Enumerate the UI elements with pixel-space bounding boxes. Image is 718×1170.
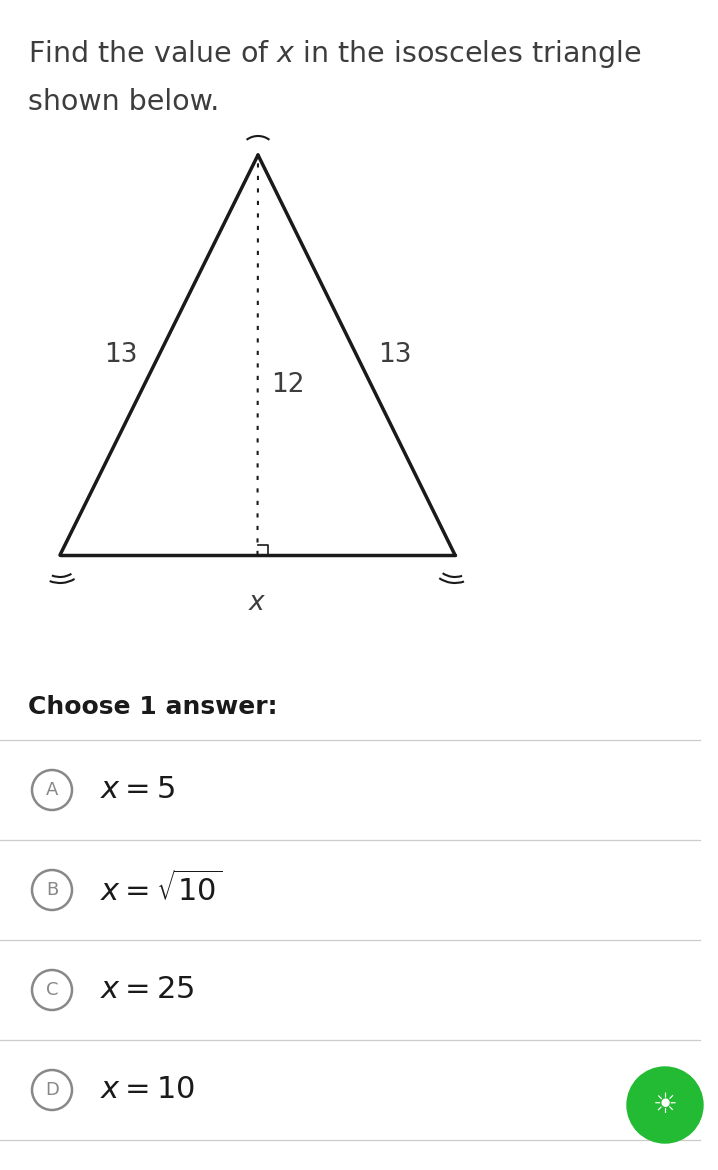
Text: shown below.: shown below. bbox=[28, 88, 220, 116]
Text: $x$: $x$ bbox=[248, 591, 267, 615]
Text: D: D bbox=[45, 1081, 59, 1099]
Text: B: B bbox=[46, 881, 58, 899]
Text: A: A bbox=[46, 782, 58, 799]
Text: ☀: ☀ bbox=[653, 1090, 678, 1119]
Text: C: C bbox=[46, 980, 58, 999]
Text: $x=10$: $x=10$ bbox=[100, 1074, 195, 1106]
Text: 13: 13 bbox=[378, 342, 411, 369]
Circle shape bbox=[627, 1067, 703, 1143]
Text: Find the value of $x$ in the isosceles triangle: Find the value of $x$ in the isosceles t… bbox=[28, 37, 642, 70]
Text: $x=\sqrt{10}$: $x=\sqrt{10}$ bbox=[100, 872, 222, 908]
Text: $x=25$: $x=25$ bbox=[100, 975, 195, 1005]
Text: 12: 12 bbox=[271, 372, 305, 398]
Text: 13: 13 bbox=[104, 342, 138, 369]
Text: $x=5$: $x=5$ bbox=[100, 775, 175, 805]
Text: Choose 1 answer:: Choose 1 answer: bbox=[28, 695, 277, 720]
